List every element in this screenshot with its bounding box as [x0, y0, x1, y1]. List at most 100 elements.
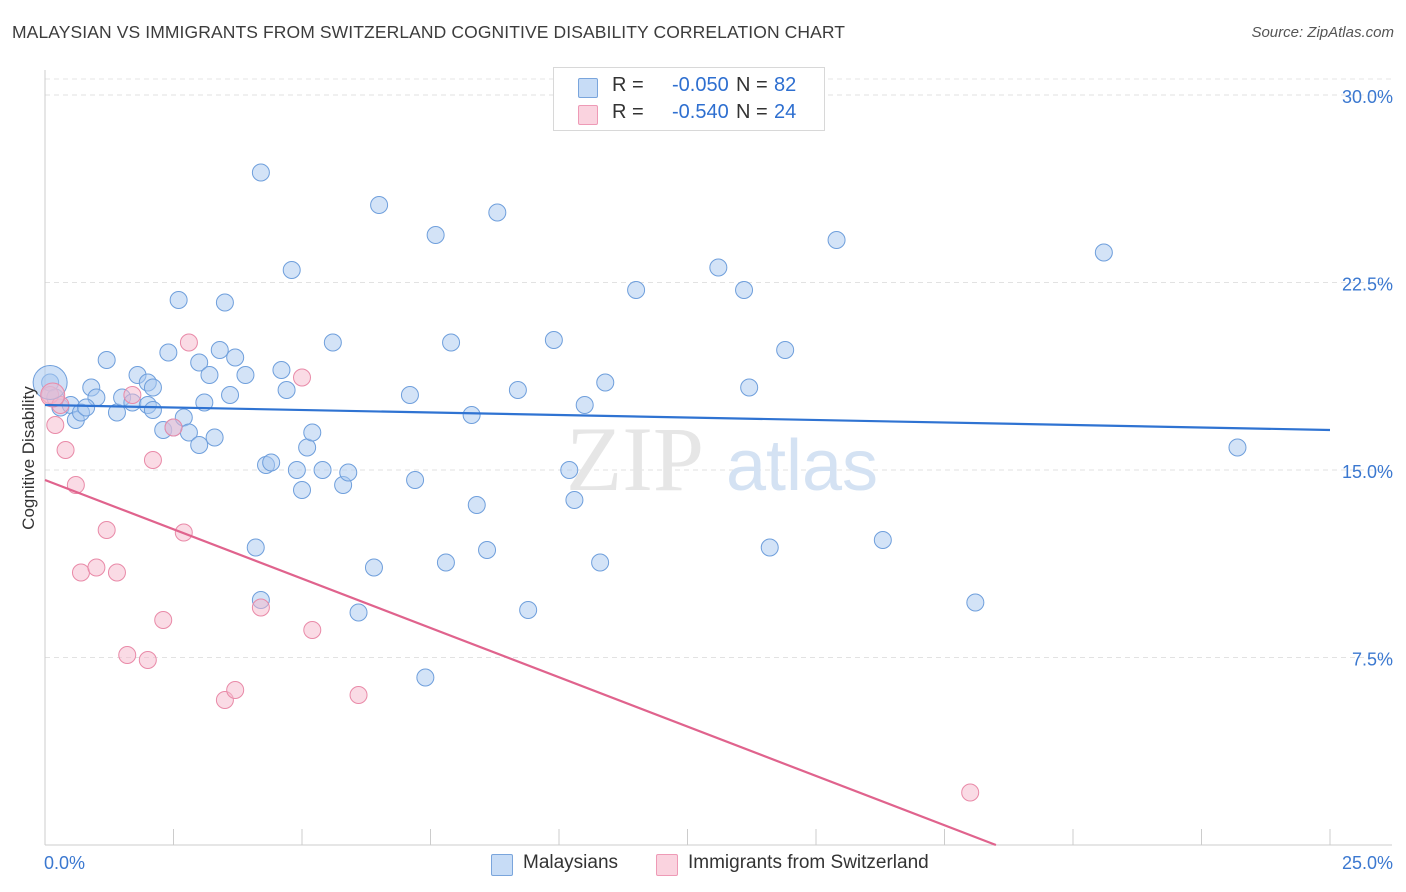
switzerland-trend-line: [44, 478, 997, 847]
malaysian-point: [462, 406, 481, 424]
malaysian-point: [200, 366, 219, 384]
malaysian-point: [565, 491, 584, 509]
switzerland-point: [56, 441, 75, 459]
malaysian-point: [287, 461, 306, 479]
malaysian-point: [478, 541, 497, 559]
switzerland-point: [164, 418, 183, 437]
switzerland-point: [293, 368, 311, 387]
malaysian-point: [205, 428, 224, 447]
malaysian-point: [560, 461, 579, 479]
malaysian-point: [827, 231, 846, 249]
legend-swatch-blue: [491, 854, 513, 876]
tick-labels: 7.5% 15.0% 22.5% 30.0% 0.0% 25.0%: [44, 87, 1393, 873]
malaysian-point: [596, 373, 615, 392]
malaysian-point: [262, 453, 281, 472]
correlation-legend: R = -0.050 N = 82 R = -0.540 N = 24: [553, 67, 825, 131]
malaysian-point: [1094, 243, 1113, 262]
n-label: N =: [736, 101, 768, 123]
malaysian-point: [226, 348, 245, 367]
malaysian-point: [323, 333, 342, 352]
malaysian-point: [272, 361, 291, 379]
y-tick-label: 22.5%: [1342, 275, 1393, 295]
chart-title: MALAYSIAN VS IMMIGRANTS FROM SWITZERLAND…: [12, 22, 846, 42]
switzerland-point: [179, 333, 198, 352]
malaysian-point: [575, 396, 594, 414]
legend-swatch-pink: [656, 854, 678, 876]
malaysian-point: [760, 538, 779, 557]
malaysian-point: [467, 496, 486, 514]
x-tick-label: 0.0%: [44, 853, 85, 873]
legend-label: Malaysians: [523, 852, 619, 873]
x-tick-label: 25.0%: [1342, 853, 1393, 873]
malaysian-point: [740, 378, 759, 397]
malaysian-point: [364, 558, 383, 577]
malaysian-point: [293, 481, 311, 499]
switzerland-point: [251, 598, 270, 617]
malaysian-point: [195, 393, 214, 412]
malaysian-point: [776, 341, 795, 359]
malaysian-point: [303, 423, 322, 442]
malaysian-point: [298, 438, 317, 457]
r-value: -0.540: [672, 101, 729, 123]
switzerland-point: [107, 563, 126, 582]
malaysian-point: [277, 381, 296, 399]
r-label: R =: [612, 101, 644, 123]
switzerland-point: [97, 521, 116, 539]
malaysian-point: [210, 341, 229, 359]
malaysian-point: [436, 553, 455, 572]
malaysian-point: [169, 291, 188, 309]
legend-label: Immigrants from Switzerland: [688, 852, 929, 873]
malaysian-point: [627, 281, 646, 299]
watermark-atlas: atlas: [726, 426, 878, 506]
malaysian-point: [416, 668, 435, 687]
y-tick-label: 7.5%: [1352, 650, 1393, 670]
malaysian-point: [591, 553, 610, 572]
malaysian-point: [313, 461, 332, 479]
malaysian-trend-line: [44, 403, 1331, 432]
malaysian-point: [508, 381, 527, 399]
malaysian-point: [400, 386, 419, 404]
malaysian-point: [370, 196, 389, 214]
malaysian-point: [190, 353, 209, 372]
malaysian-point: [282, 261, 301, 279]
malaysian-point: [159, 343, 178, 362]
malaysian-point: [77, 398, 96, 417]
series-legend: Malaysians Immigrants from Switzerland: [0, 852, 1406, 878]
switzerland-point: [40, 382, 66, 408]
malaysian-point: [544, 331, 563, 349]
watermark-zip: ZIP: [566, 408, 704, 510]
watermark: ZIP atlas: [566, 408, 878, 510]
malaysian-point: [190, 436, 209, 454]
switzerland-point: [46, 416, 65, 434]
switzerland-point: [118, 646, 137, 664]
malaysian-point: [97, 351, 116, 369]
trend-lines: [44, 403, 1331, 847]
malaysian-point: [221, 386, 240, 404]
malaysian-point: [442, 333, 461, 352]
switzerland-point: [961, 783, 980, 802]
malaysian-point: [406, 471, 425, 489]
malaysian-point: [339, 463, 358, 482]
malaysian-point: [966, 593, 985, 612]
switzerland-point: [123, 386, 142, 404]
malaysian-point: [873, 531, 892, 549]
r-value: -0.050: [672, 74, 729, 96]
n-value: 82: [774, 74, 797, 96]
n-value: 24: [774, 101, 797, 123]
malaysian-point: [426, 226, 445, 244]
malaysian-point: [143, 378, 162, 397]
y-axis-label: Cognitive Disability: [19, 386, 38, 530]
r-label: R =: [612, 74, 644, 96]
malaysian-point: [1228, 438, 1247, 457]
switzerland-point: [154, 611, 173, 629]
malaysian-point: [488, 203, 507, 222]
switzerland-point: [143, 451, 162, 469]
switzerland-point: [138, 651, 157, 669]
malaysian-point: [251, 163, 270, 182]
malaysian-point: [735, 281, 754, 299]
legend-swatch-blue: [578, 78, 598, 98]
malaysian-point: [143, 401, 162, 419]
malaysian-point: [349, 603, 368, 622]
switzerland-point: [349, 686, 368, 704]
n-label: N =: [736, 74, 768, 96]
